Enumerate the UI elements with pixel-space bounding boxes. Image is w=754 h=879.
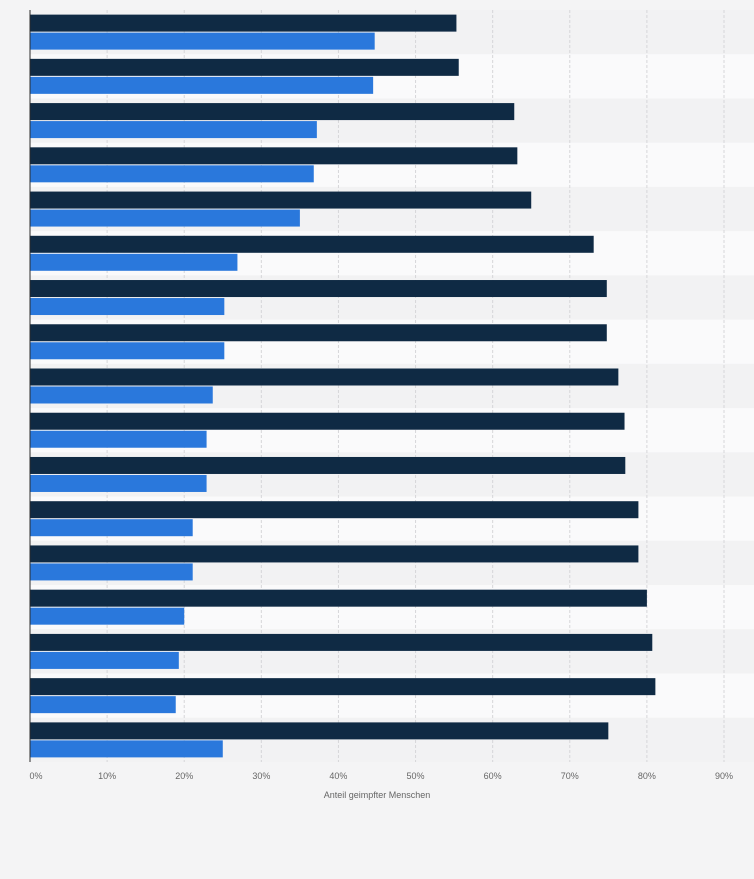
x-tick-label: 0%: [29, 771, 42, 781]
bar-series-2: [30, 651, 179, 669]
bar-series-1: [30, 633, 653, 651]
x-tick-label: 50%: [407, 771, 425, 781]
bar-series-1: [30, 501, 639, 519]
bar-series-1: [30, 412, 625, 430]
bar-series-1: [30, 147, 518, 165]
bar-series-2: [30, 519, 193, 537]
bar-series-2: [30, 32, 375, 50]
x-tick-label: 10%: [98, 771, 116, 781]
bar-series-1: [30, 456, 626, 474]
bar-series-1: [30, 280, 607, 298]
row-bands: [30, 10, 754, 762]
bar-series-1: [30, 235, 594, 253]
x-tick-label: 20%: [175, 771, 193, 781]
bar-series-2: [30, 342, 225, 360]
bar-series-2: [30, 253, 238, 271]
x-tick-label: 90%: [715, 771, 733, 781]
bar-series-1: [30, 722, 609, 740]
bar-series-1: [30, 14, 457, 32]
bar-series-1: [30, 58, 459, 76]
bar-series-1: [30, 368, 619, 386]
bar-series-2: [30, 474, 207, 492]
bar-series-2: [30, 298, 225, 316]
bar-series-2: [30, 607, 185, 625]
bar-series-2: [30, 209, 300, 227]
bar-series-1: [30, 324, 607, 342]
bars: [30, 14, 656, 758]
x-tick-labels: 0% 10% 20% 30% 40% 50% 60% 70% 80% 90%: [29, 771, 733, 781]
bar-series-1: [30, 589, 647, 607]
x-tick-label: 30%: [252, 771, 270, 781]
x-tick-label: 60%: [484, 771, 502, 781]
bar-series-1: [30, 103, 515, 121]
bar-series-2: [30, 563, 193, 581]
bar-series-2: [30, 740, 223, 758]
bar-series-1: [30, 191, 532, 209]
bar-series-2: [30, 121, 317, 139]
x-tick-label: 70%: [561, 771, 579, 781]
bar-series-1: [30, 545, 639, 563]
x-axis-title: Anteil geimpfter Menschen: [324, 790, 431, 800]
bar-series-1: [30, 678, 656, 696]
x-tick-label: 80%: [638, 771, 656, 781]
bar-series-2: [30, 386, 213, 404]
x-tick-label: 40%: [329, 771, 347, 781]
bar-series-2: [30, 165, 314, 183]
bar-series-2: [30, 696, 176, 714]
bar-series-2: [30, 76, 374, 94]
bar-series-2: [30, 430, 207, 448]
